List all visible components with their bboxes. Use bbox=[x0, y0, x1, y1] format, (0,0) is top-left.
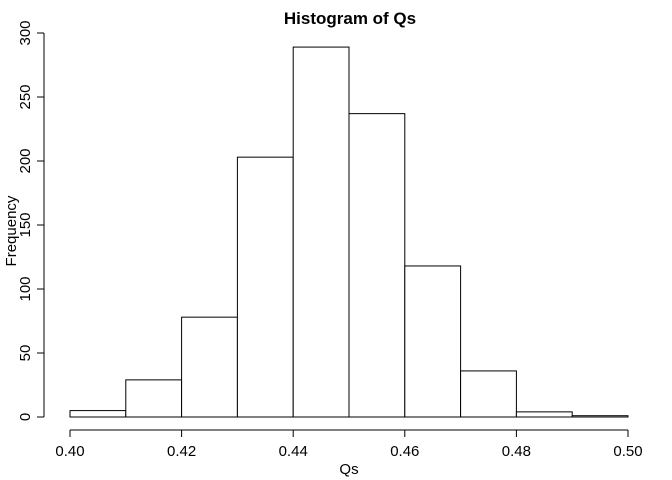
y-tick-label: 250 bbox=[17, 84, 34, 109]
y-tick-label: 150 bbox=[17, 212, 34, 237]
histogram-bar-9 bbox=[515, 411, 573, 418]
x-axis: 0.40 0.42 0.44 0.46 0.48 0.50 bbox=[55, 429, 643, 460]
chart-title: Histogram of Qs bbox=[284, 9, 416, 28]
histogram-bar-2 bbox=[125, 379, 183, 418]
y-tick-label: 50 bbox=[17, 345, 34, 362]
histogram-bar-1 bbox=[69, 410, 127, 418]
y-tick-label: 200 bbox=[17, 148, 34, 173]
x-tick-label: 0.40 bbox=[55, 443, 84, 460]
y-tick-label: 0 bbox=[17, 413, 34, 421]
y-tick-label: 100 bbox=[17, 276, 34, 301]
y-tick-label: 300 bbox=[17, 20, 34, 45]
x-axis-label: Qs bbox=[339, 461, 358, 478]
y-axis: 0 50 100 150 200 250 300 bbox=[17, 20, 45, 421]
histogram-bar-8 bbox=[460, 370, 517, 418]
histogram-bar-6 bbox=[348, 113, 406, 418]
histogram-bar-4 bbox=[236, 156, 294, 418]
x-tick-label: 0.44 bbox=[279, 443, 308, 460]
x-tick-label: 0.42 bbox=[167, 443, 196, 460]
x-tick-label: 0.46 bbox=[390, 443, 419, 460]
y-axis-label: Frequency bbox=[3, 195, 20, 266]
bars-layer bbox=[69, 46, 629, 418]
histogram-bar-3 bbox=[181, 316, 238, 418]
histogram-bar-10 bbox=[571, 415, 629, 418]
histogram-bar-5 bbox=[292, 46, 350, 418]
histogram-bar-7 bbox=[404, 265, 462, 418]
x-tick-label: 0.48 bbox=[502, 443, 531, 460]
x-tick-label: 0.50 bbox=[613, 443, 642, 460]
